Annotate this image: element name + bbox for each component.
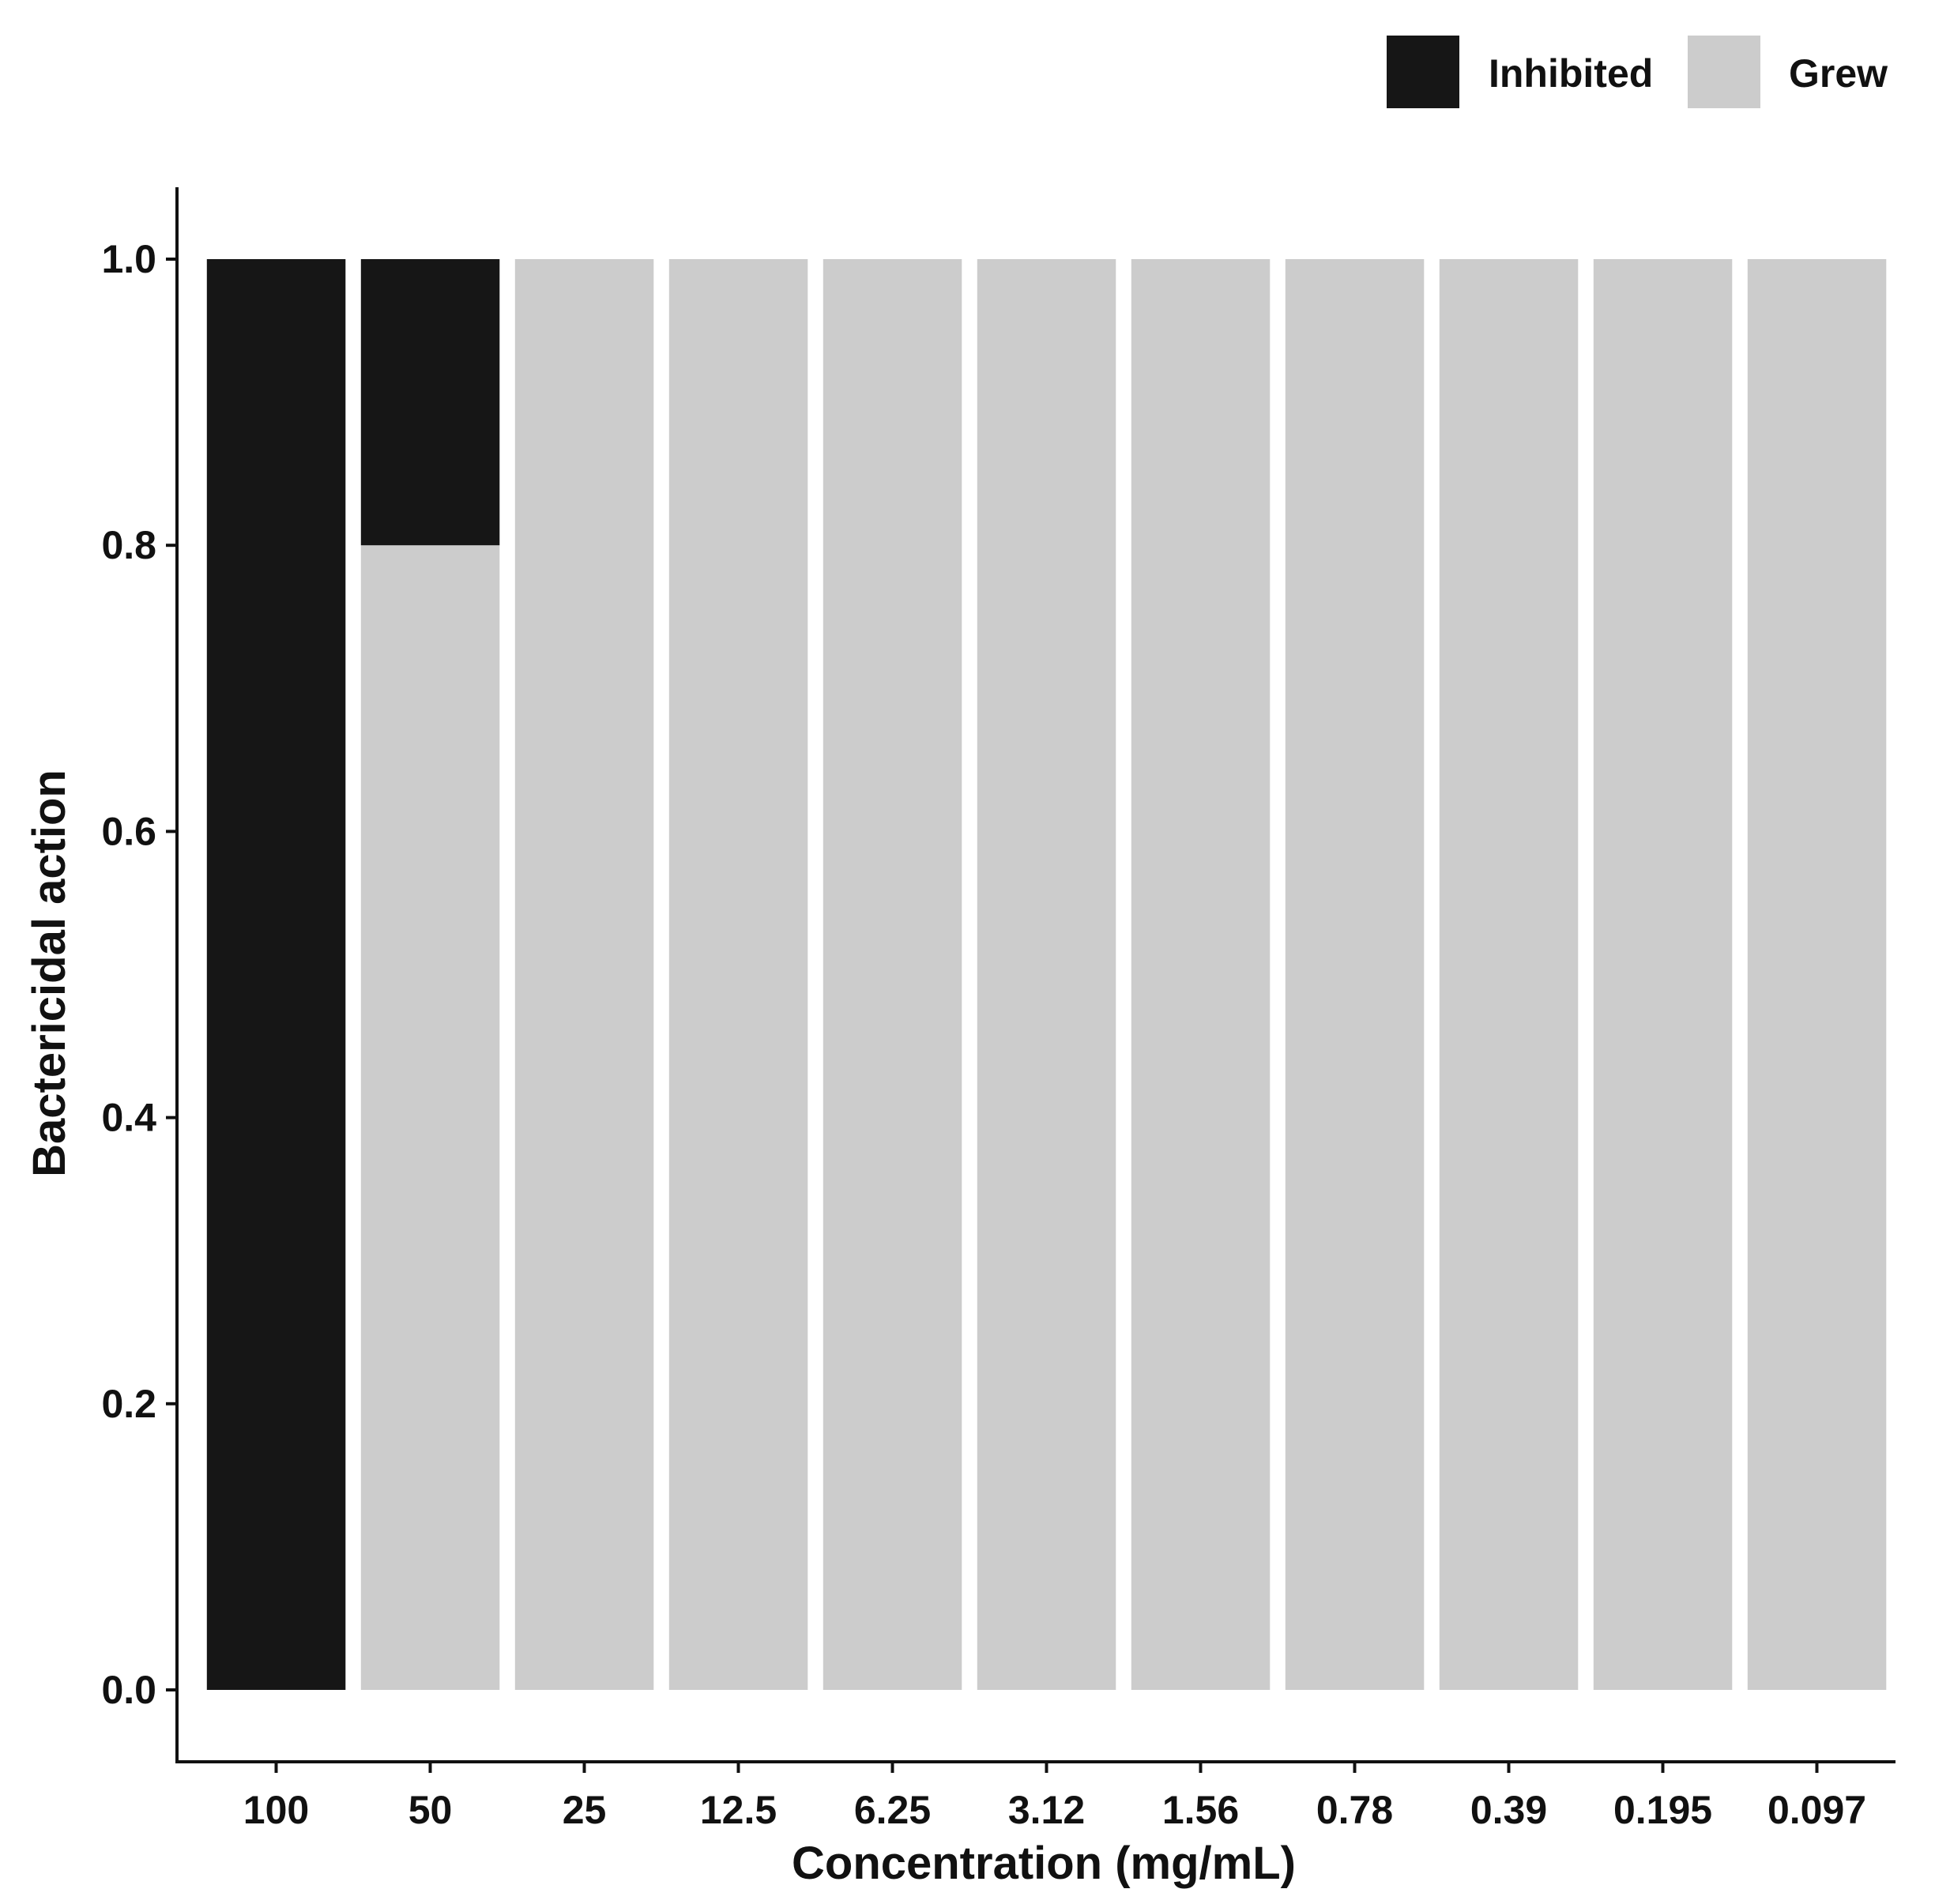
bar-grew-12-5	[668, 259, 808, 1690]
x-axis: 100 50 25 12.5 6.25 3.12 1.56 0.78 0.39 0.195 0.09…	[175, 1760, 1895, 1832]
bar-grew-1-56	[1131, 259, 1271, 1690]
legend: Inhibited Grew	[1387, 36, 1888, 108]
bar-grew-0-195	[1593, 259, 1733, 1690]
bar-grew-0-39	[1439, 259, 1579, 1690]
y-tick-label: 0.6	[101, 809, 156, 853]
x-tick-label: 12.5	[700, 1788, 777, 1832]
y-axis-title: Bactericidal action	[24, 770, 75, 1177]
bar-inhibited-100	[206, 259, 346, 1690]
y-tick-label: 0.0	[101, 1668, 156, 1712]
legend-label-grew: Grew	[1789, 51, 1888, 96]
x-tick-label: 0.195	[1613, 1788, 1712, 1832]
bar-grew-0-78	[1285, 259, 1425, 1690]
x-tick-label: 3.12	[1008, 1788, 1085, 1832]
y-tick-label: 1.0	[101, 237, 156, 281]
x-tick-label: 100	[243, 1788, 309, 1832]
x-tick-label: 6.25	[854, 1788, 931, 1832]
legend-label-inhibited: Inhibited	[1489, 51, 1653, 96]
x-tick-label: 25	[563, 1788, 607, 1832]
x-tick-label: 0.097	[1767, 1788, 1866, 1832]
x-tick-label: 50	[408, 1788, 453, 1832]
y-axis: 0.0 0.2 0.4 0.6 0.8 1.0	[101, 187, 179, 1763]
bar-grew-0-097	[1747, 259, 1887, 1690]
legend-swatch-inhibited	[1387, 36, 1459, 108]
bar-grew-3-12	[977, 259, 1116, 1690]
x-tick-label: 0.78	[1316, 1788, 1393, 1832]
y-tick-label: 0.2	[101, 1382, 156, 1426]
bar-grew-25	[514, 259, 654, 1690]
bars-group	[206, 259, 1887, 1691]
x-axis-title: Concentration (mg/mL)	[792, 1838, 1296, 1889]
x-tick-label: 1.56	[1162, 1788, 1239, 1832]
legend-swatch-grew	[1688, 36, 1760, 108]
y-tick-label: 0.8	[101, 523, 156, 567]
bar-grew-6-25	[823, 259, 962, 1690]
bar-grew-50	[360, 545, 500, 1691]
x-tick-label: 0.39	[1470, 1788, 1547, 1832]
y-tick-label: 0.4	[101, 1096, 156, 1140]
bar-inhibited-50	[360, 259, 500, 546]
